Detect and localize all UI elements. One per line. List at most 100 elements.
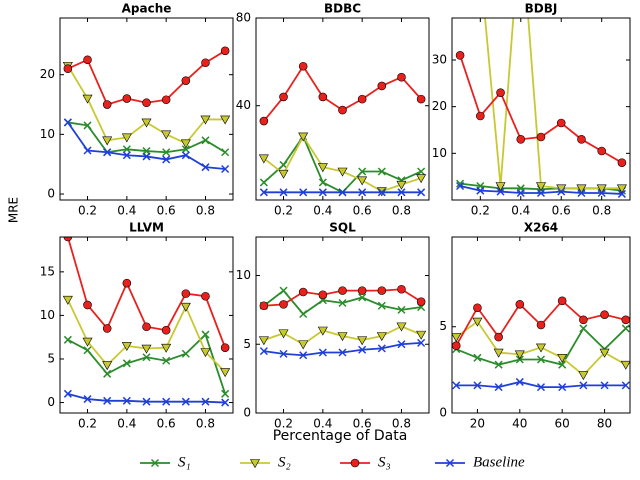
y-tick-label: 5 — [243, 337, 251, 351]
y-tick-label: 5 — [439, 319, 447, 333]
marker — [181, 349, 190, 358]
x-tick-label: 0.6 — [353, 204, 372, 218]
marker — [220, 115, 231, 125]
marker — [396, 322, 407, 332]
marker — [221, 398, 230, 407]
marker — [298, 61, 308, 71]
marker — [201, 163, 210, 172]
marker — [63, 118, 72, 127]
marker — [180, 139, 191, 149]
marker — [456, 181, 465, 191]
marker — [358, 188, 367, 197]
marker — [201, 397, 210, 406]
y-tick-label: 15 — [40, 264, 55, 278]
x-tick-label: 0.2 — [274, 204, 293, 218]
plot-area — [258, 61, 427, 197]
x-tick-label: 0.6 — [353, 417, 372, 431]
y-tick-label: 0 — [243, 406, 251, 420]
marker — [577, 188, 586, 198]
plot-frame — [59, 236, 234, 414]
marker — [616, 184, 627, 194]
marker — [201, 330, 210, 339]
marker — [102, 361, 113, 371]
legend-label: S₁ — [178, 454, 191, 470]
y-tick-label: 80 — [236, 11, 251, 25]
plot-frame — [59, 17, 234, 201]
marker — [579, 324, 588, 333]
marker — [122, 151, 131, 160]
x-tick-label: 0.2 — [78, 417, 97, 431]
x-tick-label: 0.4 — [511, 204, 530, 218]
marker — [579, 381, 588, 390]
marker — [221, 389, 230, 398]
marker — [620, 360, 630, 370]
marker — [473, 353, 482, 362]
marker — [181, 397, 190, 406]
marker — [516, 135, 526, 144]
marker — [103, 369, 112, 378]
x-tick-label: 0.2 — [274, 417, 293, 431]
subplot-title: SQL — [329, 221, 356, 235]
marker — [416, 297, 426, 306]
marker — [338, 105, 347, 115]
marker — [220, 343, 230, 352]
marker — [476, 111, 485, 121]
marker — [299, 188, 308, 197]
y-axis-label: MRE — [7, 197, 21, 223]
marker — [337, 167, 348, 177]
marker — [535, 182, 547, 192]
marker — [200, 115, 211, 125]
marker — [279, 286, 288, 295]
marker — [350, 458, 360, 468]
marker — [298, 340, 309, 350]
marker — [142, 322, 151, 332]
series-line — [263, 134, 422, 193]
marker — [103, 396, 112, 405]
marker — [181, 145, 190, 154]
x-tick-label: 0.4 — [313, 204, 332, 218]
y-tick-label: 10 — [432, 146, 447, 160]
plot-area — [452, 296, 630, 392]
marker — [536, 383, 546, 392]
marker — [600, 310, 609, 319]
marker — [445, 458, 455, 468]
x-tick-label: 60 — [555, 417, 570, 431]
plot-frame — [255, 236, 430, 414]
marker — [473, 381, 482, 390]
marker — [83, 146, 92, 155]
y-tick-label: 10 — [40, 127, 55, 141]
marker — [298, 132, 309, 142]
subplot-title: BDBJ — [525, 2, 558, 16]
marker — [299, 351, 308, 360]
marker — [258, 154, 269, 164]
marker — [452, 341, 461, 351]
marker — [358, 293, 367, 302]
marker — [496, 88, 505, 97]
marker — [141, 118, 152, 128]
marker — [473, 303, 482, 313]
x-tick-label: 0.6 — [552, 204, 571, 218]
marker — [536, 132, 546, 142]
marker — [142, 397, 151, 406]
marker — [161, 130, 172, 140]
marker — [578, 371, 589, 381]
marker — [536, 355, 546, 364]
legend-item: S₂ — [240, 454, 291, 470]
marker — [161, 325, 171, 335]
marker — [150, 458, 160, 468]
marker — [377, 286, 387, 295]
subplot: SQL 0 5 10 0.2 0.4 0.6 0.8 — [236, 221, 430, 431]
x-tick-label: 80 — [597, 417, 612, 431]
series-line — [459, 55, 623, 164]
plot-area — [62, 46, 231, 174]
marker — [597, 146, 606, 156]
marker — [63, 64, 73, 74]
marker — [181, 289, 191, 298]
marker — [416, 94, 426, 104]
marker — [558, 360, 567, 369]
subplot: BDBC 40 80 0.2 0.4 0.6 0.8 — [236, 2, 430, 218]
marker — [397, 188, 406, 197]
x-axis-label: Percentage of Data — [273, 428, 408, 444]
marker — [221, 164, 230, 174]
